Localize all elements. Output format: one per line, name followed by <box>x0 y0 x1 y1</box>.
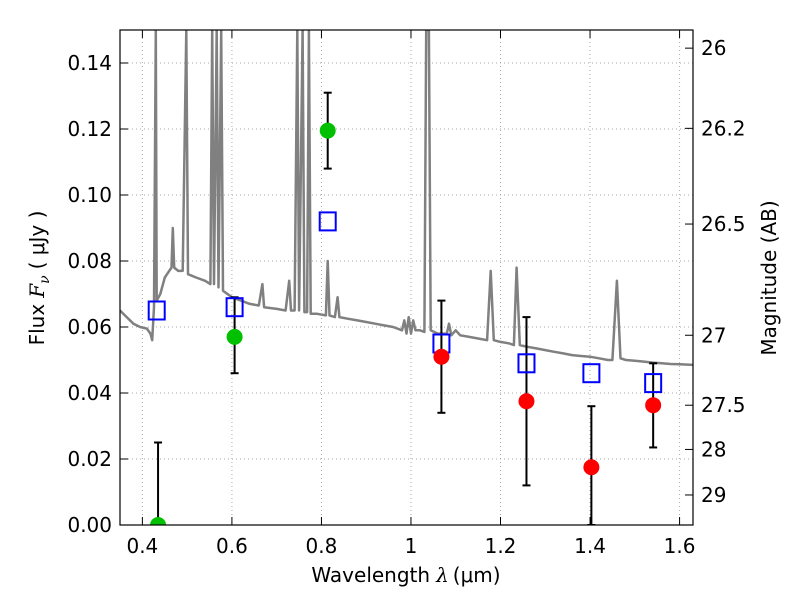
observed-flux-point <box>518 393 535 410</box>
right-tick-label: 28 <box>701 437 726 461</box>
observed-flux-point <box>150 517 167 525</box>
right-tick-label: 27.5 <box>701 393 746 417</box>
x-tick-label: 1.2 <box>485 534 517 558</box>
y-tick-label: 0.08 <box>67 249 112 273</box>
y-tick-label: 0.00 <box>67 513 112 537</box>
x-tick-label: 1.4 <box>574 534 606 558</box>
x-tick-label: 0.6 <box>216 534 248 558</box>
x-tick-label: 1.6 <box>664 534 696 558</box>
right-tick-label: 29 <box>701 483 726 507</box>
y-tick-label: 0.02 <box>67 447 112 471</box>
model-photometry-box <box>582 363 601 384</box>
observed-flux-point <box>319 122 336 139</box>
model-photometry-box <box>644 373 663 394</box>
plot-frame <box>119 29 694 526</box>
observed-flux-point <box>433 348 450 365</box>
grid <box>120 30 693 526</box>
model-spectrum-layer <box>120 30 693 367</box>
errorbar-layer <box>154 91 658 525</box>
model-photometry-box <box>318 211 337 232</box>
y-tick-label: 0.14 <box>67 51 112 75</box>
right-tick-label: 26.2 <box>701 116 746 140</box>
observed-flux-point <box>226 328 243 345</box>
right-tick-label: 27 <box>701 323 726 347</box>
model-box-layer <box>147 211 663 394</box>
right-tick-label: 26.5 <box>701 212 746 236</box>
y-tick-label: 0.10 <box>67 183 112 207</box>
y-tick-label: 0.12 <box>67 117 112 141</box>
x-axis-label: Wavelength λ (μm) <box>311 563 500 587</box>
right-tick-label: 26 <box>701 36 726 60</box>
tick-layer: 0.4 0.6 0.8 1 1.2 1.4 1.6 0.00 0.02 0.04 0.06 0.08 0… <box>67 30 746 558</box>
model-photometry-box <box>225 297 244 318</box>
y-axis-label-left: FluxFν( μJy ) <box>25 211 53 346</box>
model-photometry-box <box>517 353 536 374</box>
model-photometry-box <box>147 300 166 321</box>
observed-flux-point <box>645 397 662 414</box>
observed-flux-point <box>583 459 600 476</box>
observed-point-layer <box>150 122 662 525</box>
y-tick-label: 0.04 <box>67 381 112 405</box>
x-tick-label: 0.4 <box>126 534 158 558</box>
y-tick-label: 0.06 <box>67 315 112 339</box>
y-axis-label-right: Magnitude (AB) <box>757 200 781 355</box>
x-tick-label: 0.8 <box>306 534 338 558</box>
model-spectrum-line <box>120 30 693 367</box>
x-tick-label: 1 <box>405 534 418 558</box>
